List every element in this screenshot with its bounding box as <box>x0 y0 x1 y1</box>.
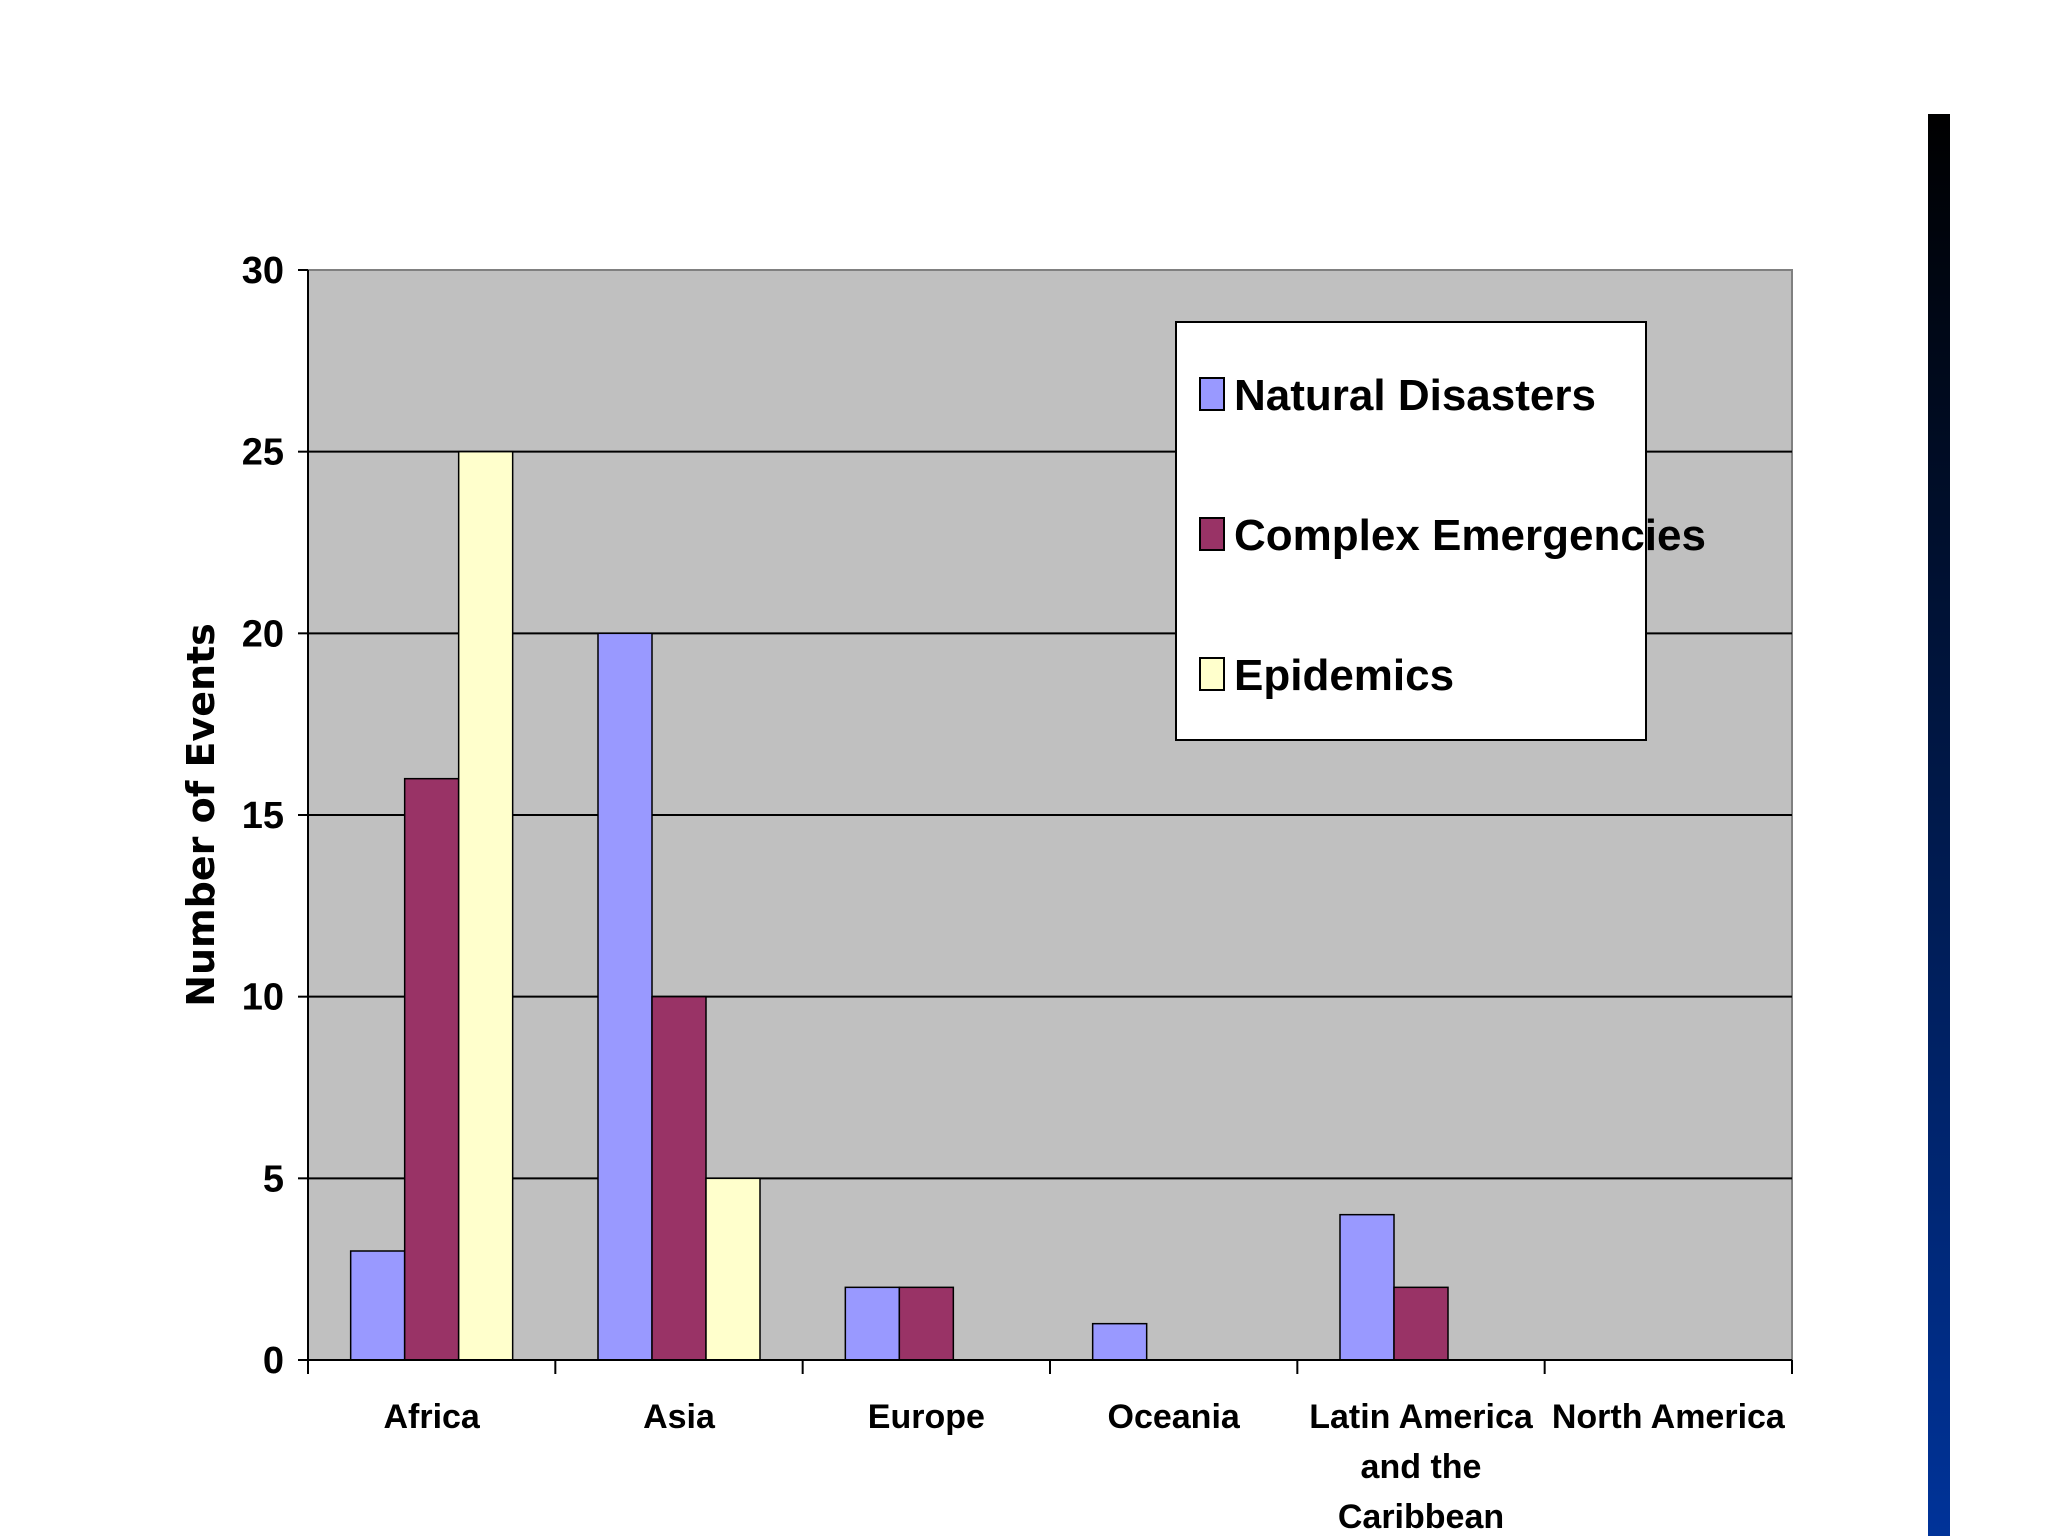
legend-label: Complex Emergencies <box>1234 511 1706 560</box>
bar-natural-disasters <box>844 1286 901 1361</box>
bar-complex-emergencies <box>403 777 460 1361</box>
bar-complex-emergencies <box>898 1286 955 1361</box>
bar-natural-disasters <box>1091 1322 1148 1361</box>
legend-swatch <box>1199 517 1225 551</box>
x-category-label: Oceania <box>1108 1398 1241 1436</box>
bar-epidemics <box>457 450 514 1361</box>
y-tick-labels: 0 5 10 15 20 25 30 <box>242 250 284 1382</box>
y-tick-label: 5 <box>263 1158 284 1200</box>
bar-natural-disasters <box>349 1250 406 1361</box>
legend-swatch <box>1199 377 1225 411</box>
bars <box>349 450 1449 1361</box>
legend-swatch <box>1199 657 1225 691</box>
y-tick-label: 15 <box>242 795 284 837</box>
side-decor-bar <box>1928 114 1950 1536</box>
y-tick-label: 10 <box>242 977 284 1019</box>
legend: Natural Disasters Complex Emergencies Epid… <box>1175 321 1706 741</box>
legend-label: Epidemics <box>1234 651 1454 700</box>
x-category-label: Europe <box>868 1398 985 1436</box>
x-category-label: North America <box>1552 1398 1786 1436</box>
bar-natural-disasters <box>597 632 653 1361</box>
bar-natural-disasters <box>1339 1213 1395 1361</box>
y-tick-label: 20 <box>242 613 284 655</box>
y-tick-label: 25 <box>242 432 284 474</box>
bar-complex-emergencies <box>1393 1286 1449 1361</box>
legend-box <box>1175 321 1647 741</box>
bar-epidemics <box>705 1177 761 1361</box>
legend-label: Natural Disasters <box>1234 371 1596 420</box>
y-tick-label: 0 <box>263 1340 284 1382</box>
y-axis-title: Number of Events <box>179 623 223 1007</box>
x-category-labels: Africa Asia Europe Oceania Latin America and … <box>383 1398 1785 1536</box>
axes <box>298 269 1793 1374</box>
bar-complex-emergencies <box>651 995 707 1361</box>
y-tick-label: 30 <box>242 250 284 292</box>
x-category-label: Africa <box>383 1398 480 1436</box>
x-category-label: Latin America and the Caribbean <box>1309 1398 1534 1536</box>
x-category-label: Asia <box>643 1398 716 1436</box>
